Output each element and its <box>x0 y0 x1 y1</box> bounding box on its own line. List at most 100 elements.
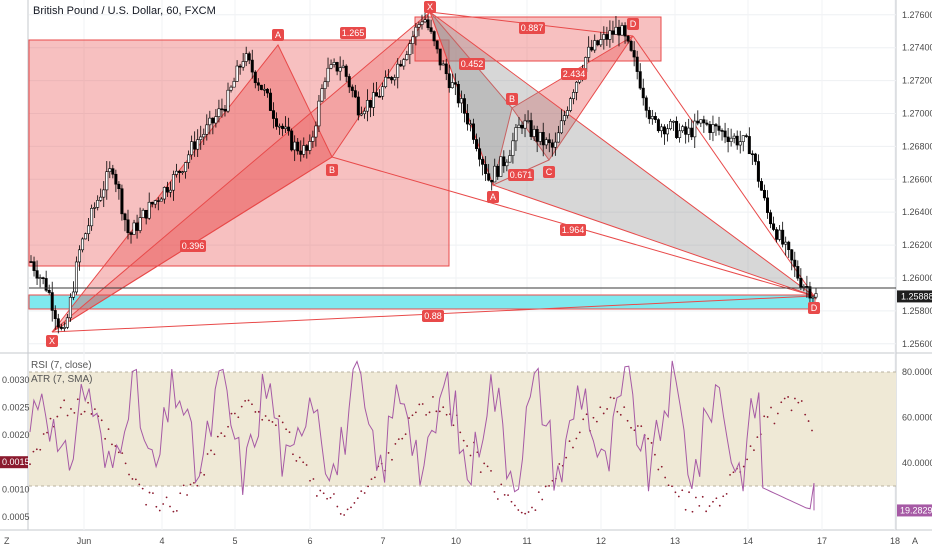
candle-body <box>714 124 718 127</box>
candle-body <box>229 86 233 91</box>
pattern-zone-left[interactable] <box>28 39 450 267</box>
time-tick: 10 <box>451 536 461 546</box>
candle-body <box>593 40 597 51</box>
price-tick: 1.26200 <box>902 240 932 250</box>
atr-dot <box>271 421 274 423</box>
atr-dot <box>442 406 445 409</box>
atr-dot <box>240 405 243 408</box>
price-tick: 1.27000 <box>902 108 932 118</box>
atr-dot <box>418 403 421 406</box>
candle-body <box>462 98 466 114</box>
atr-dot <box>285 428 288 431</box>
atr-dot <box>469 454 472 457</box>
candle-body <box>241 61 245 68</box>
atr-dot <box>654 453 656 456</box>
atr-dot <box>350 506 352 509</box>
candle-body <box>214 116 218 124</box>
atr-dot <box>39 448 42 451</box>
candle-body <box>59 326 63 329</box>
candle-body <box>429 27 433 32</box>
rsi-scale[interactable]: 80.0000 60.0000 40.0000 19.2829 <box>897 367 932 517</box>
candle-body <box>220 108 224 111</box>
candle-body <box>805 286 809 288</box>
atr-dot <box>606 408 609 410</box>
atr-dot <box>705 510 708 513</box>
atr-dot <box>172 510 175 513</box>
atr-dot <box>595 420 598 423</box>
candle-body <box>120 188 124 215</box>
candle-body <box>814 293 818 298</box>
harmonic-patterns[interactable] <box>28 10 816 333</box>
candle-body <box>393 77 397 81</box>
a-letter: A <box>912 536 918 546</box>
atr-dot <box>302 461 305 464</box>
candle-body <box>769 212 773 225</box>
atr-dot <box>193 481 195 484</box>
candle-body <box>411 36 415 44</box>
candle-body <box>217 108 221 117</box>
candle-body <box>562 115 566 122</box>
time-tick: 11 <box>522 536 531 546</box>
atr-dot <box>585 413 588 416</box>
svg-text:0.396: 0.396 <box>182 241 205 251</box>
candle-body <box>105 171 109 191</box>
atr-dot <box>264 415 267 417</box>
candle-body <box>47 289 51 293</box>
candle-body <box>314 125 318 138</box>
candle-body <box>302 145 306 155</box>
label-d2: D <box>627 18 639 30</box>
candle-body <box>299 150 303 155</box>
time-axis[interactable]: Jun 4 5 6 7 10 11 12 13 14 17 18 <box>77 536 900 546</box>
candle-body <box>253 71 257 84</box>
candle-body <box>717 125 721 131</box>
atr-dot <box>753 449 755 452</box>
atr-scale[interactable]: 0.0030 0.0025 0.0020 0.0010 0.0005 0.0015 <box>0 375 30 522</box>
candle-body <box>790 249 794 261</box>
candle-body <box>165 187 169 193</box>
candle-body <box>502 156 506 167</box>
candle-body <box>441 63 445 66</box>
pattern-zone-top[interactable] <box>414 16 662 62</box>
svg-text:2.434: 2.434 <box>563 69 586 79</box>
candle-body <box>178 170 182 173</box>
atr-dot <box>333 493 335 495</box>
atr-dot <box>295 460 298 462</box>
atr-dot <box>182 484 185 487</box>
atr-dot <box>152 492 154 495</box>
candle-body <box>799 277 803 288</box>
atr-dot <box>329 496 332 499</box>
atr-dot <box>73 411 76 414</box>
atr-dot <box>435 410 438 413</box>
candle-body <box>723 130 727 138</box>
atr-dot <box>749 445 752 448</box>
candle-body <box>738 141 742 146</box>
candle-body <box>435 40 439 50</box>
candle-body <box>720 130 724 132</box>
atr-dot <box>131 478 134 480</box>
candle-body <box>293 141 297 151</box>
atr-dot <box>623 406 626 409</box>
candle-body <box>247 53 251 61</box>
atr-dot <box>63 399 66 402</box>
candle-body <box>35 270 39 279</box>
atr-dot <box>35 448 38 451</box>
svg-text:0.671: 0.671 <box>510 170 533 180</box>
candle-body <box>726 136 730 142</box>
candle-body <box>193 141 197 150</box>
candle-body <box>184 162 188 172</box>
atr-dot <box>387 452 390 454</box>
price-scale[interactable]: 1.27600 1.27400 1.27200 1.27000 1.26800 1.266… <box>897 10 932 349</box>
atr-dot <box>278 415 281 417</box>
candle-body <box>568 98 572 111</box>
atr-dot <box>541 498 544 501</box>
atr-dot <box>87 401 89 404</box>
atr-dot <box>370 478 373 481</box>
candle-body <box>332 62 336 65</box>
atr-dot <box>292 453 294 456</box>
price-tick: 1.26800 <box>902 141 932 151</box>
candle-body <box>623 25 627 37</box>
atr-dot <box>237 416 240 419</box>
candle-body <box>159 198 163 202</box>
atr-dot <box>288 431 291 434</box>
